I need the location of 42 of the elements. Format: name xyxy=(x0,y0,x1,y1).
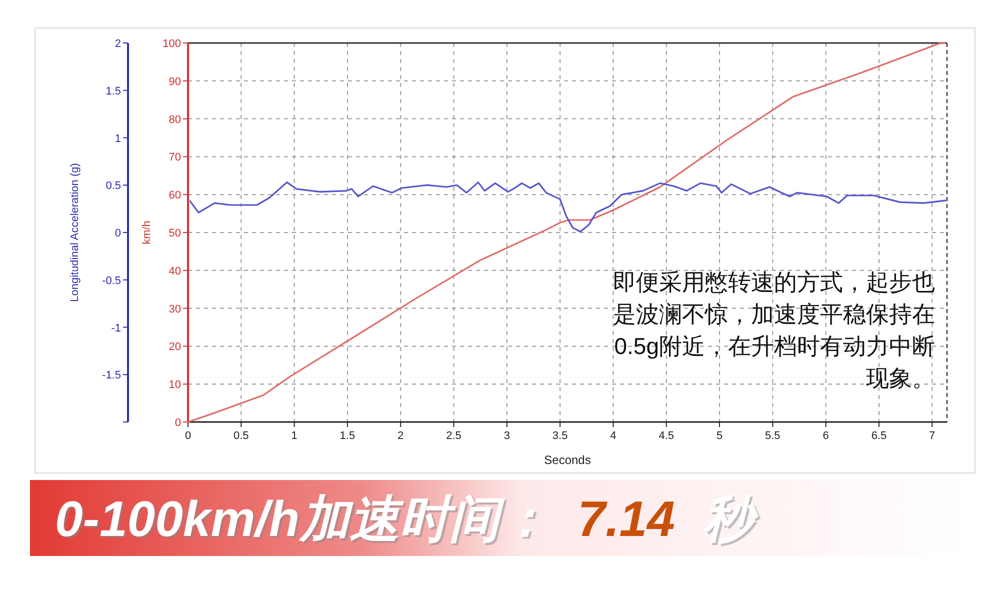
y-tick-label: 20 xyxy=(168,341,181,354)
y-tick-label: 100 xyxy=(162,38,181,50)
y2-tick-label: -1.5 xyxy=(102,370,121,382)
x-tick-label: 4 xyxy=(610,430,616,442)
x-tick-label: 3.5 xyxy=(552,430,568,442)
x-tick-label: 0 xyxy=(184,430,192,442)
x-tick-label: 1.5 xyxy=(340,430,356,442)
y2-tick-label: 2 xyxy=(114,38,121,50)
x-tick-label: 7 xyxy=(929,430,936,442)
y-tick-label: 10 xyxy=(168,379,181,392)
y-tick-label: 90 xyxy=(168,76,181,88)
text: 7.14 xyxy=(578,491,675,547)
x-tick-label: 1 xyxy=(291,430,298,442)
y-tick-label: 70 xyxy=(168,152,181,164)
y-tick-label: 80 xyxy=(168,114,181,126)
y-tick-label: 0 xyxy=(174,417,181,429)
y2-tick-label: -0.5 xyxy=(102,274,121,287)
x-tick-label: 4.5 xyxy=(658,430,674,442)
x-tick-label: 5 xyxy=(716,430,723,442)
x-tick-label: 2.5 xyxy=(446,430,462,442)
y2-tick-label: 0 xyxy=(114,228,121,240)
x-tick-label: 6.5 xyxy=(871,430,887,442)
y2-tick-label: 0.5 xyxy=(106,180,121,192)
text: 0-100km/h加速时间： xyxy=(55,491,550,547)
y-tick-label: 50 xyxy=(168,228,181,240)
y2-tick-label: -1 xyxy=(111,322,121,334)
text: 秒 xyxy=(702,491,759,547)
x-tick-label: 5.5 xyxy=(765,430,780,442)
y2-tick-label: 1 xyxy=(114,132,121,145)
x-tick-label: 0.5 xyxy=(234,430,249,442)
y-axis-title: km/h xyxy=(141,220,153,244)
line-series xyxy=(189,182,948,232)
y2-tick-label: 1.5 xyxy=(106,85,121,98)
annotation: 即便采用憋转速的方式，起步也是波澜不惊，加速度平稳保持在0.5g附近，在升档时有动力中断现象。 xyxy=(613,269,935,391)
x-axis-title: Seconds xyxy=(544,453,591,467)
y-tick-label: 30 xyxy=(168,303,181,316)
y2-axis-title: Longitudinal Acceleration (g) xyxy=(69,163,81,302)
x-tick-label: 3 xyxy=(504,430,510,442)
y-tick-label: 40 xyxy=(168,265,181,278)
y-tick-label: 60 xyxy=(168,190,181,202)
x-tick-label: 2 xyxy=(398,430,404,442)
x-tick-label: 6 xyxy=(822,430,829,442)
